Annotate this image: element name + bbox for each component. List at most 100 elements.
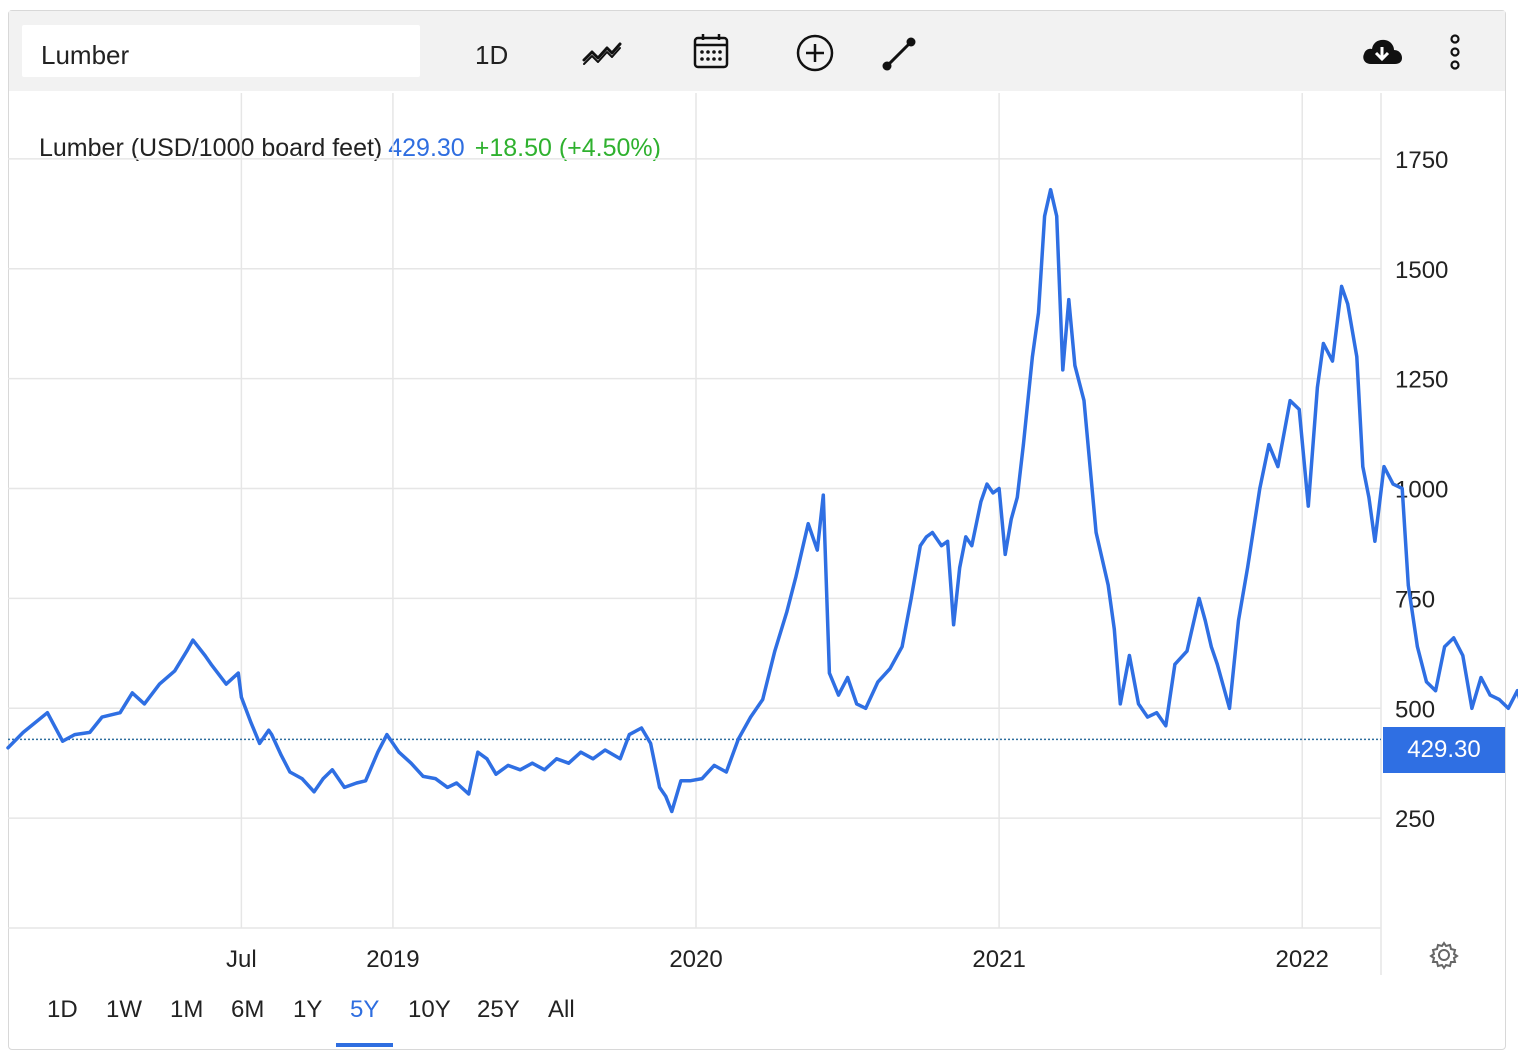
chart-type-icon[interactable] xyxy=(581,38,623,68)
y-tick-label: 750 xyxy=(1395,586,1435,613)
data-point xyxy=(364,779,368,783)
data-point xyxy=(1082,399,1086,403)
range-button-1m[interactable]: 1M xyxy=(170,996,204,1023)
data-point xyxy=(1118,702,1122,706)
data-point xyxy=(279,752,283,756)
data-point xyxy=(376,750,380,754)
data-point xyxy=(300,777,304,781)
draw-line-icon[interactable] xyxy=(880,35,918,73)
data-point xyxy=(1164,724,1168,728)
data-point xyxy=(1173,662,1177,666)
data-point xyxy=(1055,214,1059,218)
range-button-1d[interactable]: 1D xyxy=(47,996,78,1023)
more-options-icon[interactable] xyxy=(1445,33,1465,73)
data-point xyxy=(476,750,480,754)
data-point xyxy=(1461,654,1465,657)
data-point xyxy=(397,750,401,754)
data-point xyxy=(1331,359,1334,363)
data-point xyxy=(909,596,913,600)
chart-frame xyxy=(8,10,1506,1050)
legend-change: +18.50 (+4.50%) xyxy=(474,134,661,162)
data-point xyxy=(1037,311,1040,315)
data-point xyxy=(203,654,207,657)
chart-legend: Lumber (USD/1000 board feet) 429.30 +18.50… xyxy=(39,134,661,163)
y-tick-label: 1500 xyxy=(1395,257,1448,284)
data-point xyxy=(712,763,716,767)
range-button-1y[interactable]: 1Y xyxy=(293,996,323,1023)
data-point xyxy=(6,746,10,750)
y-tick-label: 1750 xyxy=(1395,147,1448,174)
data-point xyxy=(618,757,622,761)
data-point xyxy=(321,777,325,781)
data-point xyxy=(1215,662,1219,666)
add-indicator-icon[interactable] xyxy=(795,33,835,73)
data-point xyxy=(952,623,956,627)
range-button-5y[interactable]: 5Y xyxy=(350,996,380,1023)
data-point xyxy=(258,741,262,745)
data-point xyxy=(270,733,274,737)
data-point xyxy=(794,574,798,578)
data-point xyxy=(679,779,683,783)
data-point xyxy=(627,733,631,737)
range-button-6m[interactable]: 6M xyxy=(231,996,265,1023)
data-point xyxy=(688,779,692,783)
range-button-25y[interactable]: 25Y xyxy=(477,996,520,1023)
symbol-search-input[interactable]: Lumber xyxy=(22,25,420,77)
data-point xyxy=(142,702,146,706)
data-point xyxy=(670,810,674,813)
data-point xyxy=(267,728,271,732)
data-point xyxy=(1067,298,1071,302)
legend-last-value: 429.30 xyxy=(388,134,465,162)
data-point xyxy=(385,733,389,737)
data-point xyxy=(530,761,534,765)
data-point xyxy=(1406,583,1410,587)
data-point xyxy=(724,770,728,774)
data-point xyxy=(1382,465,1386,469)
data-point xyxy=(649,741,653,745)
data-point xyxy=(1155,711,1159,715)
series-layer xyxy=(6,187,1518,814)
data-point xyxy=(1258,487,1262,490)
data-point xyxy=(1228,706,1231,710)
download-icon[interactable] xyxy=(1360,36,1404,68)
data-point xyxy=(1276,465,1280,469)
data-point xyxy=(658,785,662,789)
y-tick-label: 1250 xyxy=(1395,367,1448,394)
legend-series-name: Lumber (USD/1000 board feet) xyxy=(39,134,383,162)
data-point xyxy=(1185,649,1189,653)
data-point xyxy=(421,774,425,778)
settings-gear-icon[interactable] xyxy=(1429,940,1459,970)
data-point xyxy=(191,638,195,642)
data-point xyxy=(1203,618,1207,622)
data-point xyxy=(1373,539,1377,543)
data-point xyxy=(785,610,789,614)
y-tick-label: 500 xyxy=(1395,696,1435,723)
data-point xyxy=(1094,531,1098,534)
data-point xyxy=(173,669,177,673)
data-point xyxy=(876,680,880,684)
active-range-indicator xyxy=(336,1043,394,1047)
data-point xyxy=(1106,583,1110,587)
data-point xyxy=(61,739,65,743)
calendar-icon[interactable] xyxy=(692,32,730,70)
range-button-all[interactable]: All xyxy=(548,996,575,1023)
data-point xyxy=(1355,355,1359,359)
data-point xyxy=(485,757,489,761)
data-point xyxy=(1506,706,1510,710)
data-point xyxy=(1488,693,1492,697)
data-point xyxy=(1197,596,1201,600)
data-point xyxy=(433,777,437,781)
range-button-10y[interactable]: 10Y xyxy=(408,996,451,1023)
data-point xyxy=(209,662,213,666)
data-point xyxy=(1452,636,1456,640)
range-button-1w[interactable]: 1W xyxy=(106,996,142,1023)
data-point xyxy=(815,548,819,552)
data-point xyxy=(855,702,859,706)
x-tick-label: 2020 xyxy=(669,946,722,973)
data-point xyxy=(1361,465,1365,469)
data-point xyxy=(330,768,334,772)
interval-button[interactable]: 1D xyxy=(475,40,509,70)
data-point xyxy=(997,487,1001,490)
data-point xyxy=(21,730,25,734)
